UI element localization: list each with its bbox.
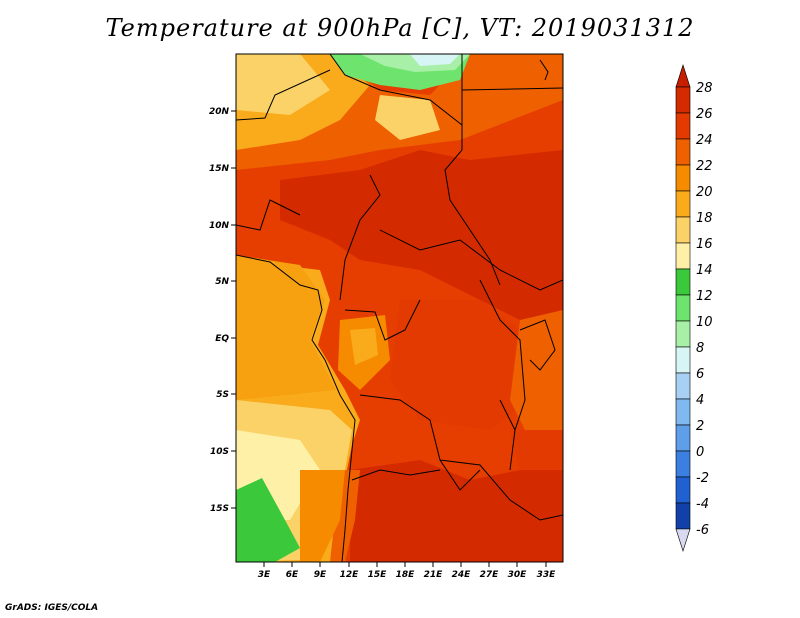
colorbar-label: 2 <box>696 419 704 434</box>
colorbar-swatch <box>675 502 691 530</box>
lon-axis: 3E 6E 9E 12E 15E 18E 21E 24E 27E 30E 33E <box>258 562 556 580</box>
colorbar-label: 18 <box>696 211 713 226</box>
colorbar-swatch <box>675 138 691 166</box>
lon-tick-label: 9E <box>314 570 327 580</box>
colorbar-label: 14 <box>696 263 713 278</box>
colorbar-swatch <box>675 320 691 348</box>
colorbar-swatch <box>675 476 691 504</box>
lon-tick-label: 3E <box>258 570 271 580</box>
colorbar-label: 6 <box>696 367 704 382</box>
boundary-lines <box>236 54 563 562</box>
colorbar-label: -6 <box>696 523 709 538</box>
colorbar-label: 16 <box>696 237 713 252</box>
lon-tick-label: 21E <box>424 570 444 580</box>
colorbar-label: 10 <box>696 315 713 330</box>
colorbar-swatch <box>675 242 691 270</box>
colorbar-label: 8 <box>696 341 704 356</box>
colorbar-swatch <box>675 164 691 192</box>
lat-tick-label: EQ <box>215 334 229 344</box>
colorbar-label: -2 <box>696 471 709 486</box>
lon-tick-label: 18E <box>396 570 416 580</box>
colorbar-label: 26 <box>696 107 713 122</box>
colorbar-top-arrow <box>675 64 691 88</box>
colorbar-swatch <box>675 190 691 218</box>
colorbar-swatch <box>675 424 691 452</box>
lon-tick-label: 6E <box>286 570 299 580</box>
colorbar-bottom-arrow <box>675 528 691 552</box>
colorbar-swatch <box>675 112 691 140</box>
colorbar-label: 0 <box>696 445 704 460</box>
colorbar-swatch <box>675 294 691 322</box>
colorbar-swatch <box>675 398 691 426</box>
colorbar-swatch <box>675 268 691 296</box>
colorbar-swatch <box>675 346 691 374</box>
lon-tick-label: 27E <box>480 570 500 580</box>
lat-tick-label: 5N <box>215 277 229 287</box>
lat-axis: 20N 15N 10N 5N EQ 5S 10S 15S <box>209 107 236 514</box>
lon-tick-label: 33E <box>537 570 557 580</box>
colorbar-swatch <box>675 450 691 478</box>
lon-tick-label: 24E <box>452 570 472 580</box>
colorbar-label: 4 <box>696 393 704 408</box>
lat-tick-label: 5S <box>216 390 229 400</box>
colorbar-label: 24 <box>696 133 713 148</box>
colorbar-swatch <box>675 86 691 114</box>
lat-tick-label: 10S <box>210 447 229 457</box>
lon-tick-label: 12E <box>340 570 360 580</box>
map-title: Temperature at 900hPa [C], VT: 201903131… <box>105 14 695 42</box>
lat-tick-label: 15S <box>210 504 229 514</box>
lon-tick-label: 15E <box>368 570 388 580</box>
colorbar-label: 22 <box>696 159 713 174</box>
colorbar-swatch <box>675 372 691 400</box>
colorbar-label: 12 <box>696 289 713 304</box>
colorbar-label: -4 <box>696 497 709 512</box>
lat-tick-label: 20N <box>209 107 230 117</box>
lat-tick-label: 15N <box>209 164 230 174</box>
credit-label: GrADS: IGES/COLA <box>5 603 99 613</box>
lon-tick-label: 30E <box>508 570 528 580</box>
colorbar-label: 28 <box>696 81 713 96</box>
map-frame <box>235 53 564 563</box>
temperature-field <box>236 54 563 562</box>
colorbar-swatch <box>675 216 691 244</box>
lat-tick-label: 10N <box>209 221 230 231</box>
colorbar-label: 20 <box>696 185 713 200</box>
